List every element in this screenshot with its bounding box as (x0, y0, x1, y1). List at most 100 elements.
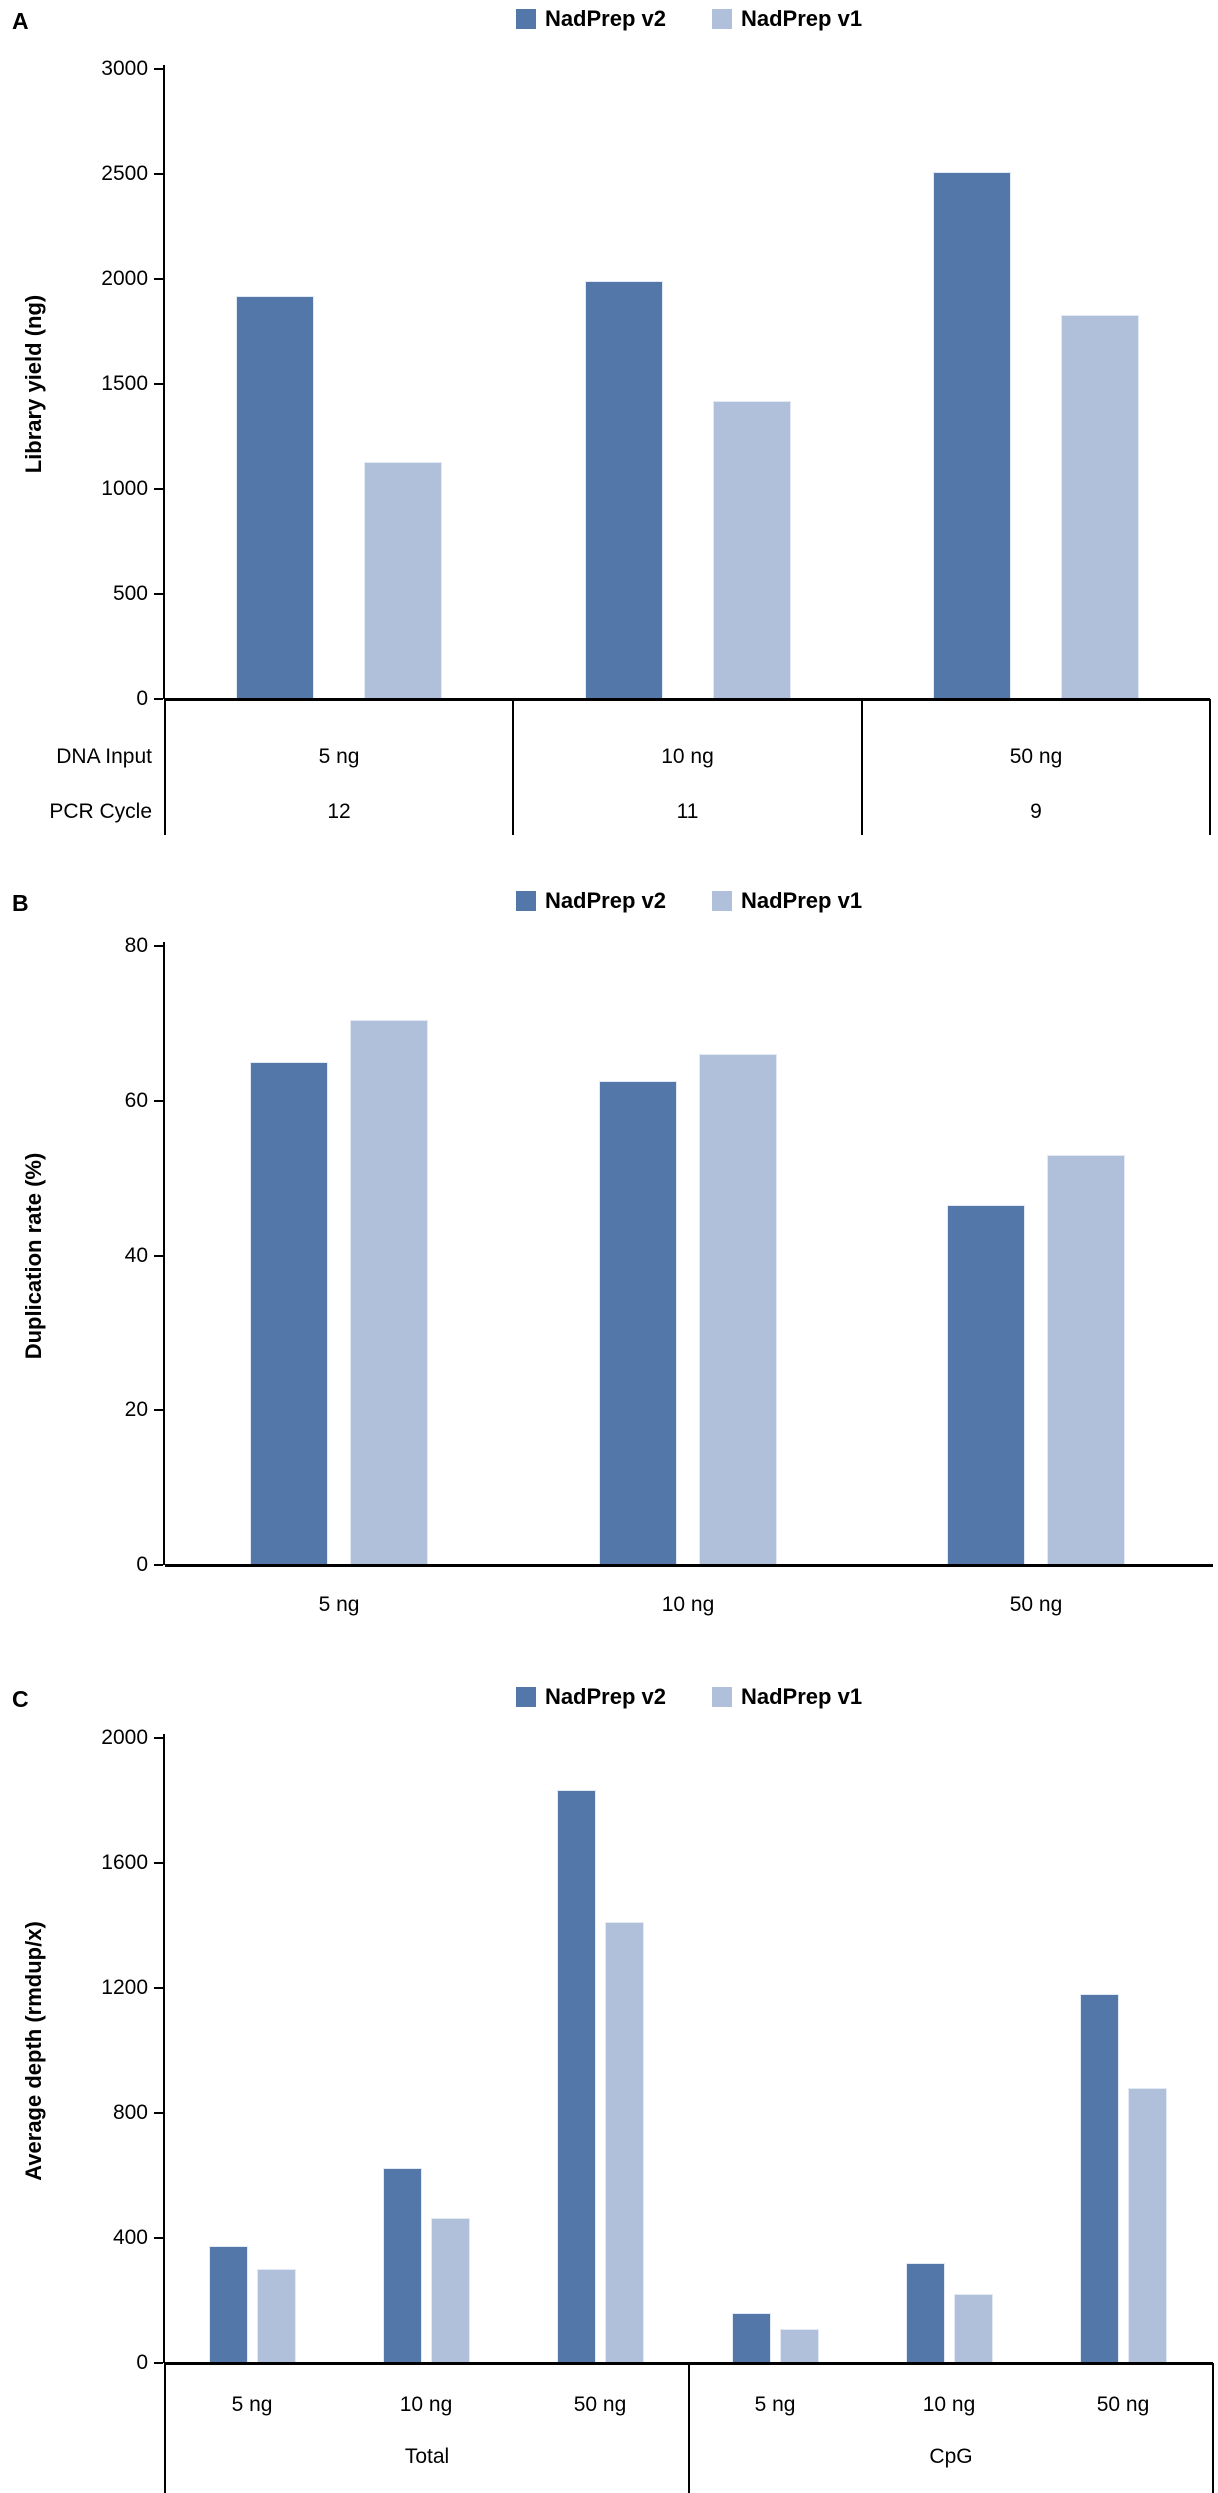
bar-nadprep-v2 (556, 1789, 596, 2363)
y-tick-mark (154, 2362, 163, 2364)
table-divider-line (1209, 699, 1211, 835)
x-axis-line (165, 1564, 1213, 1567)
table-group-label: Total (404, 2445, 450, 2468)
legend-swatch-v2-icon (515, 891, 536, 911)
y-tick-mark (154, 698, 163, 700)
legend-item-nadprep-v2: NadPrep v2 (515, 888, 666, 914)
y-tick-label: 2000 (101, 1726, 148, 1749)
category-label: 10 ng (399, 2393, 453, 2416)
table-row-label: DNA Input (56, 745, 152, 768)
y-tick-label: 0 (136, 1553, 148, 1576)
table-cell: 50 ng (1009, 745, 1063, 768)
y-tick-mark (154, 945, 163, 947)
bar-nadprep-v1 (364, 461, 442, 699)
panel-a: A NadPrep v2 NadPrep v1 Library yield (n… (0, 0, 1218, 860)
y-tick-label: 60 (124, 1088, 148, 1112)
legend-label-v1: NadPrep v1 (741, 1684, 863, 1709)
panel-b: B NadPrep v2 NadPrep v1 Duplication rate… (0, 860, 1218, 1660)
category-label: 50 ng (573, 2393, 627, 2416)
category-label: 5 ng (318, 1593, 360, 1616)
legend-a: NadPrep v2 NadPrep v1 (165, 6, 1213, 32)
table-cell: 9 (1030, 800, 1042, 823)
bar-nadprep-v1 (1061, 314, 1139, 699)
bar-nadprep-v2 (599, 1081, 677, 1565)
table-cell: 12 (327, 800, 351, 823)
legend-swatch-v2-icon (515, 9, 536, 29)
bar-nadprep-v2 (236, 295, 314, 699)
table-divider-line (512, 699, 514, 835)
y-tick-mark (154, 2112, 163, 2114)
y-tick-label: 80 (124, 934, 148, 957)
bar-nadprep-v1 (256, 2269, 296, 2363)
bar-nadprep-v1 (430, 2217, 470, 2363)
bar-nadprep-v2 (933, 171, 1011, 699)
bar-nadprep-v2 (382, 2167, 422, 2363)
panel-a-letter: A (12, 8, 29, 34)
y-tick-mark (154, 1737, 163, 1739)
legend-item-nadprep-v2: NadPrep v2 (515, 1684, 666, 1710)
y-tick-mark (154, 593, 163, 595)
legend-label-v1: NadPrep v1 (741, 6, 863, 31)
y-tick-label: 400 (112, 2226, 148, 2249)
y-tick-mark (154, 68, 163, 70)
y-tick-mark (154, 1862, 163, 1864)
category-label: 5 ng (231, 2393, 273, 2416)
y-tick-label: 0 (136, 687, 148, 710)
legend-c: NadPrep v2 NadPrep v1 (165, 1684, 1213, 1710)
y-tick-label: 1600 (101, 1851, 148, 1874)
category-label: 10 ng (922, 2393, 976, 2416)
bar-nadprep-v1 (713, 400, 791, 699)
table-cell: 11 (676, 800, 699, 823)
y-axis-line (163, 942, 165, 1565)
y-tick-mark (154, 1564, 163, 1566)
bar-nadprep-v1 (350, 1019, 428, 1565)
bar-nadprep-v2 (250, 1062, 328, 1565)
legend-swatch-v1-icon (712, 1687, 732, 1707)
y-tick-mark (154, 383, 163, 385)
y-tick-label: 0 (136, 2351, 148, 2374)
legend-item-nadprep-v1: NadPrep v1 (712, 888, 862, 914)
plot-area-b: 80 60 40 20 0 5 ng 10 ng 50 ng (0, 860, 1218, 1660)
y-tick-label: 1000 (101, 477, 148, 500)
y-tick-label: 40 (124, 1243, 148, 1267)
y-tick-mark (154, 1099, 163, 1102)
table-group-label: CpG (929, 2445, 973, 2468)
plot-area-a: 3000 2500 2000 1500 1000 500 0 DNA Input 5 ng 10 … (0, 0, 1218, 860)
plot-area-c: 2000 1600 1200 800 400 0 5 ng 10 ng 50 ng 5 ng 10 … (0, 1660, 1218, 2493)
legend-label-v1: NadPrep v1 (741, 888, 863, 913)
table-divider-line (164, 699, 166, 835)
bar-nadprep-v1 (779, 2328, 819, 2363)
legend-label-v2: NadPrep v2 (544, 888, 666, 913)
table-divider-line (1212, 2363, 1214, 2493)
y-axis-line (163, 65, 165, 699)
y-tick-mark (154, 173, 163, 175)
table-cell: 10 ng (661, 745, 714, 768)
bar-nadprep-v1 (604, 1922, 644, 2363)
table-divider-line (164, 2363, 166, 2493)
table-divider-line (688, 2363, 690, 2493)
category-label: 50 ng (1009, 1593, 1063, 1616)
y-axis-line (163, 1734, 165, 2363)
legend-label-v2: NadPrep v2 (544, 1684, 666, 1709)
legend-item-nadprep-v2: NadPrep v2 (515, 6, 666, 32)
legend-swatch-v1-icon (712, 891, 732, 911)
y-tick-label: 20 (124, 1398, 148, 1422)
x-axis-line (165, 698, 1210, 701)
legend-item-nadprep-v1: NadPrep v1 (712, 6, 862, 32)
category-label: 50 ng (1096, 2393, 1150, 2416)
panel-c: C NadPrep v2 NadPrep v1 Average depth (r… (0, 1660, 1218, 2493)
bar-nadprep-v2 (905, 2263, 945, 2363)
bar-nadprep-v1 (699, 1054, 777, 1565)
table-divider-line (861, 699, 863, 835)
panel-b-letter: B (12, 890, 29, 916)
y-tick-label: 1200 (101, 1976, 148, 1999)
legend-item-nadprep-v1: NadPrep v1 (712, 1684, 862, 1710)
y-tick-mark (154, 2237, 163, 2239)
bar-nadprep-v2 (208, 2245, 248, 2363)
legend-swatch-v1-icon (712, 9, 732, 29)
bar-nadprep-v1 (1047, 1154, 1125, 1565)
bar-nadprep-v2 (947, 1205, 1025, 1565)
bar-nadprep-v1 (953, 2294, 993, 2363)
category-label: 10 ng (661, 1593, 715, 1616)
